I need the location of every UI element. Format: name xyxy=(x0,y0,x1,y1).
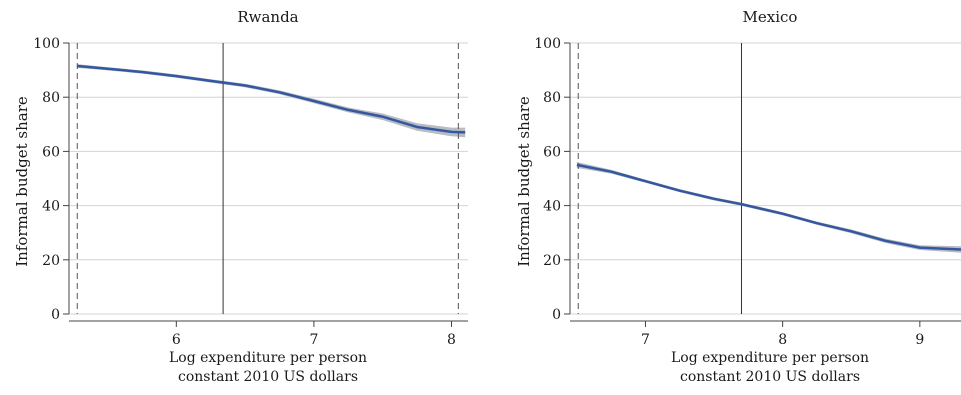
y-tick-label: 40 xyxy=(543,199,561,215)
y-tick-label: 80 xyxy=(543,90,561,106)
y-tick-label: 60 xyxy=(543,144,561,160)
series-line xyxy=(576,163,961,251)
chart-panel-rwanda: 0 20 40 60 80 100 6 7 8 Rwanda Log expenditure p… xyxy=(13,8,468,385)
x-tick-label: 9 xyxy=(915,332,924,348)
chart-title: Mexico xyxy=(743,8,798,26)
series-line xyxy=(77,64,466,134)
y-tick-label: 60 xyxy=(42,144,60,160)
x-axis-title-line-2: constant 2010 US dollars xyxy=(680,369,860,385)
y-axis-title: Informal budget share xyxy=(515,96,533,267)
y-tick-label: 0 xyxy=(51,307,60,323)
confidence-band xyxy=(576,162,961,253)
x-tick-label: 8 xyxy=(447,332,456,348)
x-tick-label: 7 xyxy=(641,332,650,348)
y-tick-label: 0 xyxy=(552,307,561,323)
chart-panel-mexico: 0 20 40 60 80 100 7 8 9 Mexico Log expenditure p… xyxy=(515,8,961,385)
y-tick-label: 100 xyxy=(33,36,60,52)
confidence-band xyxy=(77,64,466,138)
y-tick-label: 100 xyxy=(534,36,561,52)
y-tick-label: 40 xyxy=(42,199,60,215)
y-tick-label: 80 xyxy=(42,90,60,106)
y-axis-title: Informal budget share xyxy=(13,96,31,267)
x-axis-title-line-2: constant 2010 US dollars xyxy=(178,369,358,385)
x-axis-title-line-1: Log expenditure per person xyxy=(671,350,869,366)
x-tick-label: 6 xyxy=(172,332,181,348)
y-tick-label: 20 xyxy=(42,253,60,269)
y-tick-label: 20 xyxy=(543,253,561,269)
x-axis-title-line-1: Log expenditure per person xyxy=(169,350,367,366)
chart-title: Rwanda xyxy=(237,8,298,26)
x-tick-label: 8 xyxy=(778,332,787,348)
x-tick-label: 7 xyxy=(309,332,318,348)
